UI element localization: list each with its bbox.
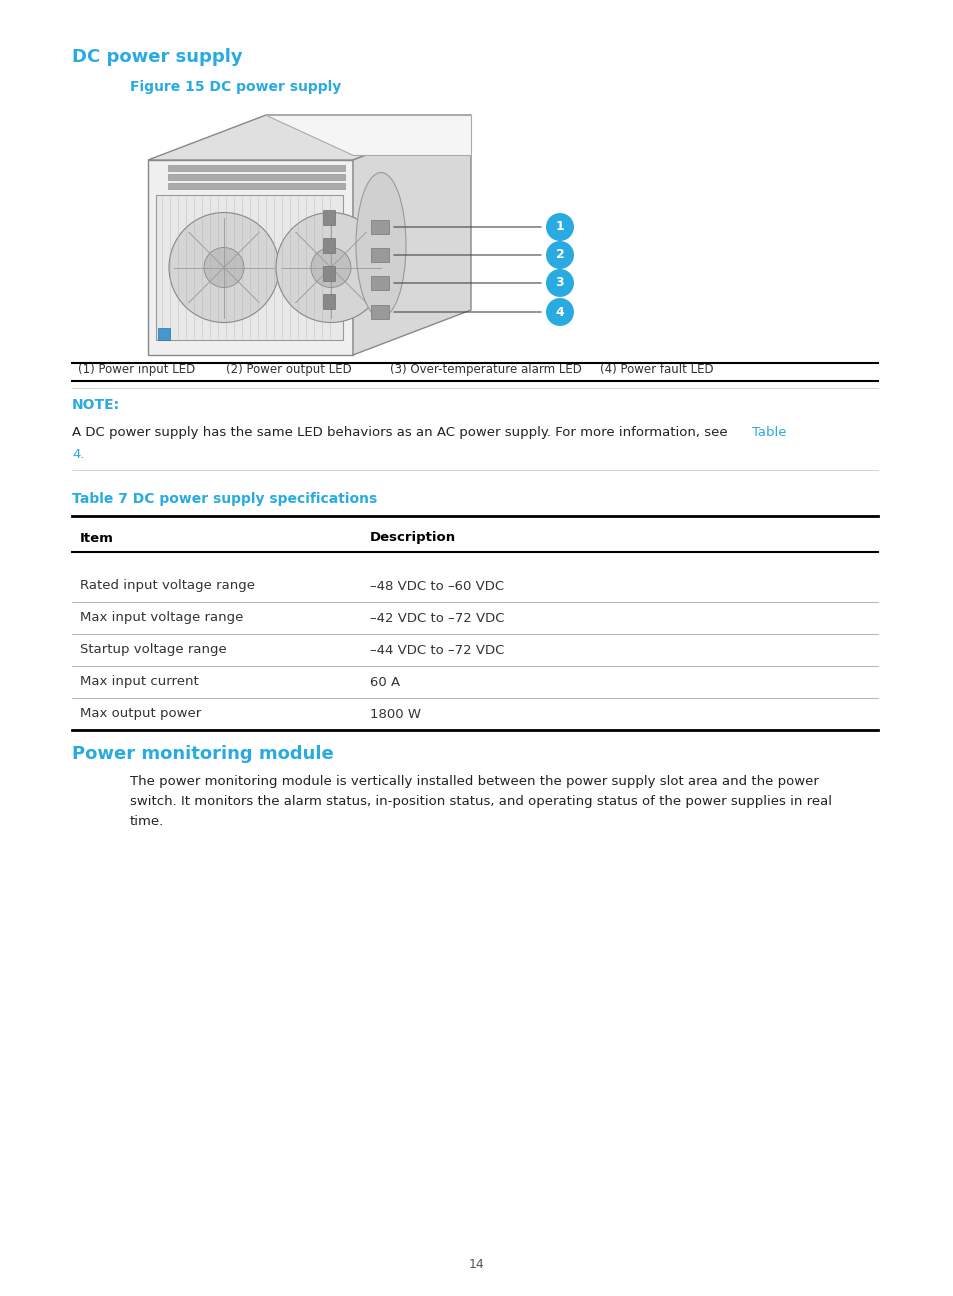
Text: 60 A: 60 A	[370, 675, 399, 688]
Polygon shape	[371, 276, 389, 290]
Polygon shape	[168, 183, 345, 189]
Polygon shape	[371, 248, 389, 262]
Ellipse shape	[355, 172, 406, 318]
Text: Startup voltage range: Startup voltage range	[80, 644, 227, 657]
Circle shape	[545, 298, 574, 327]
Polygon shape	[148, 159, 353, 355]
Text: Table: Table	[751, 426, 785, 439]
Circle shape	[311, 248, 351, 288]
Text: 4: 4	[555, 306, 564, 319]
Circle shape	[275, 213, 386, 323]
Polygon shape	[156, 194, 343, 340]
Polygon shape	[323, 294, 335, 308]
Text: The power monitoring module is vertically installed between the power supply slo: The power monitoring module is verticall…	[130, 775, 818, 788]
Text: Power monitoring module: Power monitoring module	[71, 745, 334, 763]
Text: –42 VDC to –72 VDC: –42 VDC to –72 VDC	[370, 612, 504, 625]
Polygon shape	[168, 165, 345, 171]
Polygon shape	[323, 238, 335, 253]
Text: (2) Power output LED: (2) Power output LED	[226, 363, 352, 377]
Text: (3) Over-temperature alarm LED: (3) Over-temperature alarm LED	[390, 363, 581, 377]
Text: 14: 14	[469, 1258, 484, 1271]
Text: (4) Power fault LED: (4) Power fault LED	[599, 363, 713, 377]
Text: 3: 3	[555, 276, 564, 289]
Text: switch. It monitors the alarm status, in-position status, and operating status o: switch. It monitors the alarm status, in…	[130, 794, 831, 807]
Text: Figure 15 DC power supply: Figure 15 DC power supply	[130, 80, 341, 95]
Circle shape	[204, 248, 244, 288]
Text: Max input voltage range: Max input voltage range	[80, 612, 243, 625]
Text: Rated input voltage range: Rated input voltage range	[80, 579, 254, 592]
Text: –44 VDC to –72 VDC: –44 VDC to –72 VDC	[370, 644, 504, 657]
Text: –48 VDC to –60 VDC: –48 VDC to –60 VDC	[370, 579, 503, 592]
Polygon shape	[371, 305, 389, 319]
Circle shape	[545, 213, 574, 241]
Text: 2: 2	[555, 249, 564, 262]
Text: Max input current: Max input current	[80, 675, 198, 688]
Text: DC power supply: DC power supply	[71, 48, 242, 66]
Polygon shape	[168, 174, 345, 180]
Polygon shape	[323, 266, 335, 281]
Circle shape	[169, 213, 278, 323]
Text: Item: Item	[80, 531, 113, 544]
Polygon shape	[353, 115, 471, 355]
Text: time.: time.	[130, 815, 164, 828]
Polygon shape	[371, 220, 389, 235]
Text: Table 7 DC power supply specifications: Table 7 DC power supply specifications	[71, 492, 376, 505]
Polygon shape	[148, 115, 471, 159]
Text: 4.: 4.	[71, 448, 85, 461]
Circle shape	[545, 241, 574, 270]
Text: Max output power: Max output power	[80, 708, 201, 721]
Text: A DC power supply has the same LED behaviors as an AC power supply. For more inf: A DC power supply has the same LED behav…	[71, 426, 731, 439]
Text: NOTE:: NOTE:	[71, 398, 120, 412]
Polygon shape	[323, 210, 335, 226]
Text: 1: 1	[555, 220, 564, 233]
Polygon shape	[266, 115, 471, 156]
Polygon shape	[158, 328, 170, 340]
Text: Description: Description	[370, 531, 456, 544]
Text: (1) Power input LED: (1) Power input LED	[78, 363, 195, 377]
Circle shape	[545, 270, 574, 297]
Text: 1800 W: 1800 W	[370, 708, 420, 721]
